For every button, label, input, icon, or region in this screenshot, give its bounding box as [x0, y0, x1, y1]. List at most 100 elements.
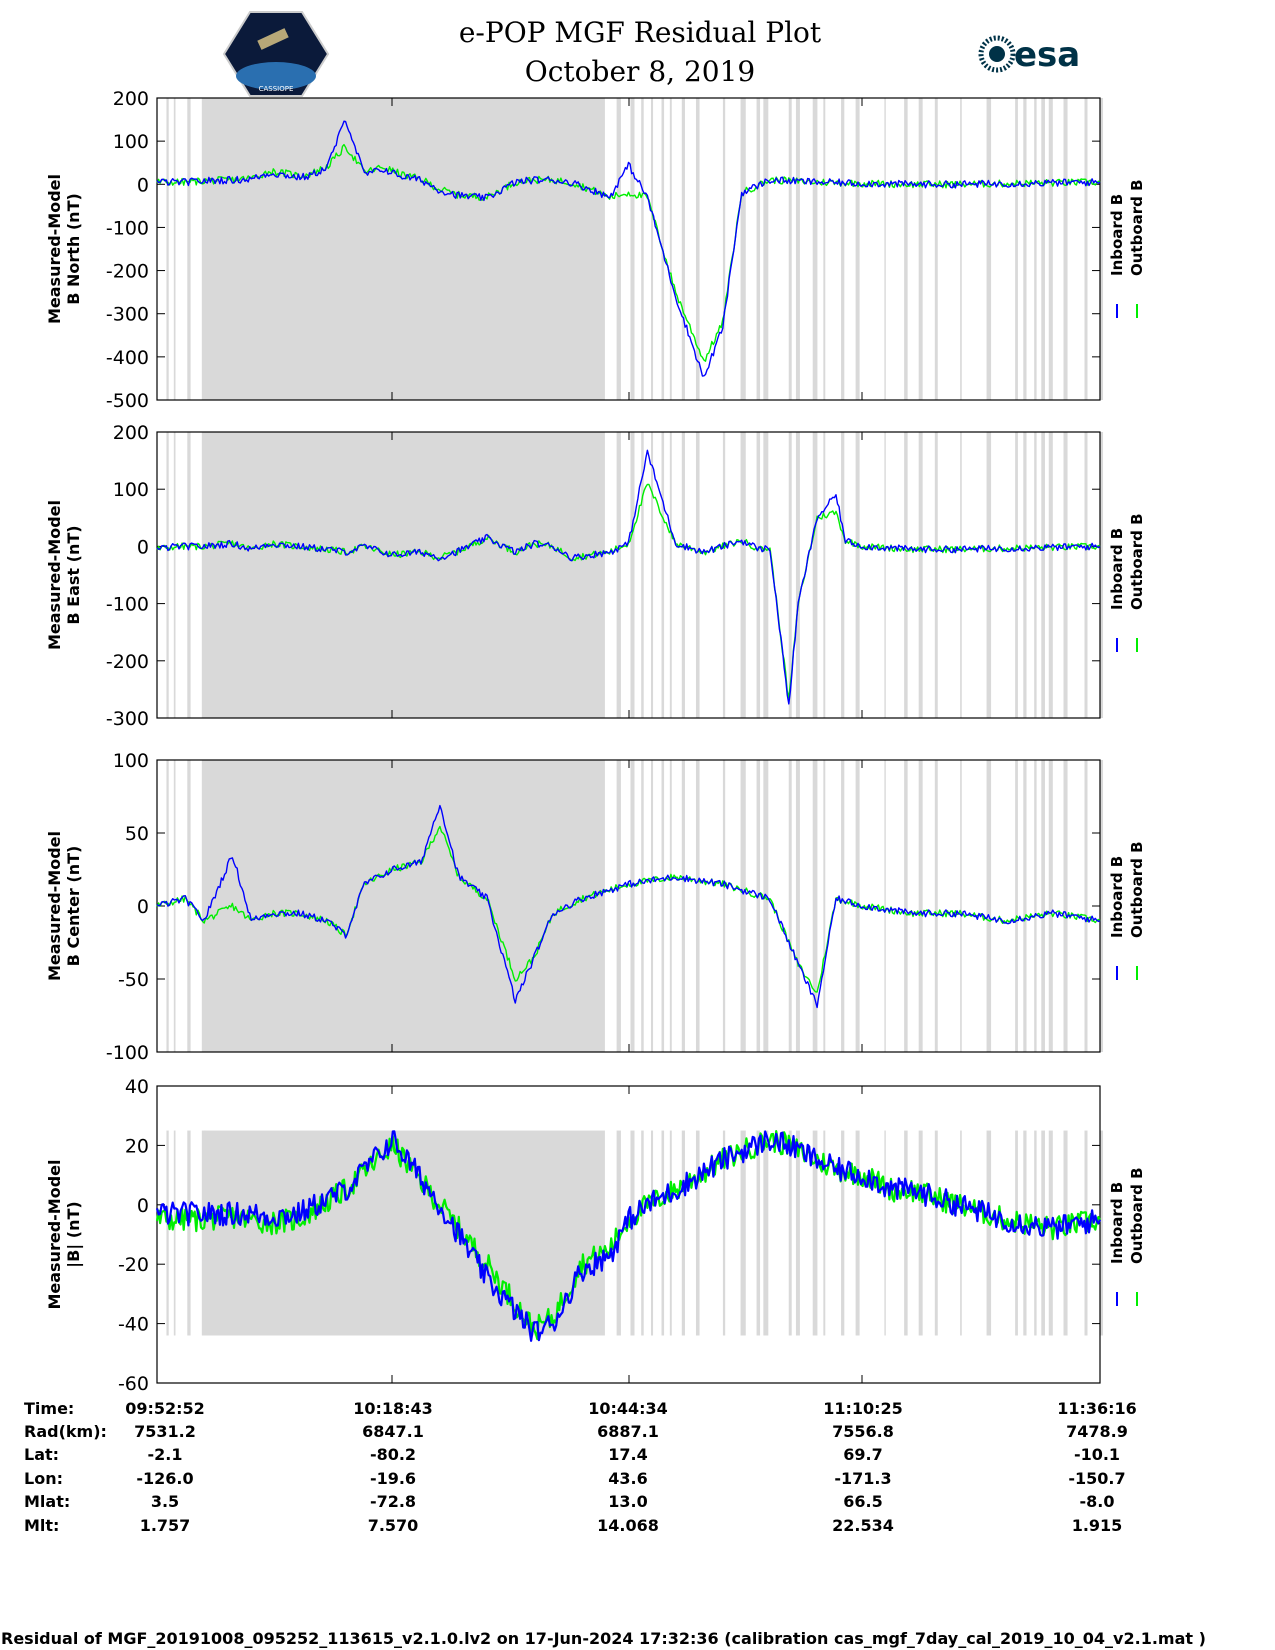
gap-stripe: [960, 98, 962, 400]
gap-stripe: [855, 1130, 860, 1336]
gap-stripe: [616, 98, 621, 400]
gap-stripe: [695, 1130, 700, 1336]
gap-stripe: [855, 98, 860, 400]
info-cell: -150.7: [1068, 1469, 1125, 1488]
ytick-label: 20: [125, 1135, 149, 1157]
gap-stripe: [1063, 98, 1068, 400]
gap-stripe: [823, 432, 826, 718]
gap-stripe: [695, 432, 700, 718]
data-gap-shading: [166, 1130, 1104, 1336]
ytick-label: -50: [118, 969, 149, 991]
info-cell: 6847.1: [362, 1422, 424, 1441]
info-cell: 6887.1: [597, 1422, 659, 1441]
gap-stripe: [641, 98, 644, 400]
gap-stripe: [756, 98, 761, 400]
info-cell: -80.2: [370, 1445, 416, 1464]
gap-stripe: [823, 98, 826, 400]
legend-outboard-label: Outboard B: [1128, 841, 1146, 938]
gap-stripe: [763, 432, 769, 718]
gap-stripe: [1015, 760, 1018, 1052]
ytick-label: -200: [106, 651, 149, 673]
gap-stripe: [918, 760, 923, 1052]
ylabel-line2: B Center (nT): [64, 846, 83, 967]
gap-stripe: [722, 98, 726, 400]
gap-stripe: [661, 1130, 665, 1336]
ylabel-line1: Measured-Model: [45, 500, 64, 650]
legend-inboard-label: Inboard B: [1108, 1182, 1126, 1264]
gap-stripe: [740, 432, 746, 718]
info-cell: 10:18:43: [353, 1399, 433, 1418]
gap-stripe: [661, 760, 665, 1052]
chart-title-line2: October 8, 2019: [525, 55, 755, 88]
info-cell: -126.0: [136, 1469, 193, 1488]
gap-stripe: [740, 760, 746, 1052]
gap-stripe: [1048, 1130, 1053, 1336]
gap-stripe: [166, 1130, 169, 1336]
gap-block: [204, 98, 605, 400]
gap-stripe: [641, 432, 644, 718]
gap-stripe: [1023, 432, 1027, 718]
ytick-label: -500: [106, 390, 149, 412]
gap-stripe: [960, 1130, 962, 1336]
gap-stripe: [166, 432, 169, 718]
ytick-label: -300: [106, 708, 149, 730]
gap-stripe: [722, 432, 726, 718]
gap-stripe: [812, 98, 818, 400]
gap-stripe: [187, 98, 191, 400]
gap-stripe: [661, 432, 665, 718]
ylabel-line2: |B| (nT): [64, 1201, 84, 1267]
gap-stripe: [934, 98, 938, 400]
ytick-label: -100: [106, 217, 149, 239]
gap-stripe: [1063, 432, 1068, 718]
ytick-label: -100: [106, 1042, 149, 1064]
ytick-label: 50: [125, 823, 149, 845]
gap-stripe: [934, 1130, 938, 1336]
info-cell: 66.5: [843, 1492, 882, 1511]
gap-stripe: [1099, 98, 1104, 400]
info-cell: 69.7: [843, 1445, 882, 1464]
gap-stripe: [650, 432, 654, 718]
ytick-label: 200: [113, 422, 149, 444]
gap-stripe: [1034, 432, 1037, 718]
gap-stripe: [740, 1130, 746, 1336]
gap-stripe: [918, 1130, 923, 1336]
panel-b-north: 200 100 0 -100 -200 -300 -400 -500 Measured-Mode…: [45, 88, 1146, 412]
footer-caption: Residual of MGF_20191008_095252_113615_v…: [1, 1629, 1206, 1648]
inboard-series-line: [155, 1130, 1102, 1342]
gap-stripe: [884, 760, 886, 1052]
ytick-label: 100: [113, 750, 149, 772]
inboard-series-line: [156, 120, 1101, 377]
gap-stripe: [934, 760, 938, 1052]
gap-block: [204, 432, 605, 718]
legend-outboard-label: Outboard B: [1128, 513, 1146, 610]
info-cell: 7.570: [368, 1516, 419, 1535]
gap-stripe: [1015, 1130, 1018, 1336]
gap-stripe: [986, 1130, 992, 1336]
gap-stripe: [986, 98, 992, 400]
orbit-info-table: Time: Rad(km): Lat: Lon: Mlat: Mlt: 09:52:52 75…: [24, 1399, 1137, 1535]
ytick-label: 0: [137, 174, 149, 196]
info-cell: 43.6: [608, 1469, 647, 1488]
ylabel-line1: Measured-Model: [45, 174, 64, 324]
gap-stripe: [173, 1130, 176, 1336]
panel-b-east: 200 100 0 -100 -200 -300 Measured-Model B East …: [45, 422, 1146, 730]
gap-stripe: [650, 1130, 654, 1336]
gap-stripe: [187, 432, 191, 718]
gap-stripe: [1034, 1130, 1037, 1336]
gap-stripe: [904, 1130, 908, 1336]
gap-stripe: [1041, 760, 1045, 1052]
gap-stripe: [1041, 432, 1045, 718]
esa-logo: esa: [978, 35, 1080, 75]
ylabel-line1: Measured-Model: [45, 831, 64, 981]
ytick-label: -300: [106, 304, 149, 326]
ytick-label: -200: [106, 261, 149, 283]
gap-stripe: [841, 98, 845, 400]
gap-stripe: [669, 760, 672, 1052]
legend-outboard-label: Outboard B: [1128, 1167, 1146, 1264]
data-gap-shading: [166, 432, 1104, 718]
gap-stripe: [681, 760, 685, 1052]
ylabel-line2: B North (nT): [64, 193, 83, 305]
info-cell: -8.0: [1080, 1492, 1115, 1511]
gap-stripe: [1048, 98, 1053, 400]
ytick-label: 100: [113, 131, 149, 153]
